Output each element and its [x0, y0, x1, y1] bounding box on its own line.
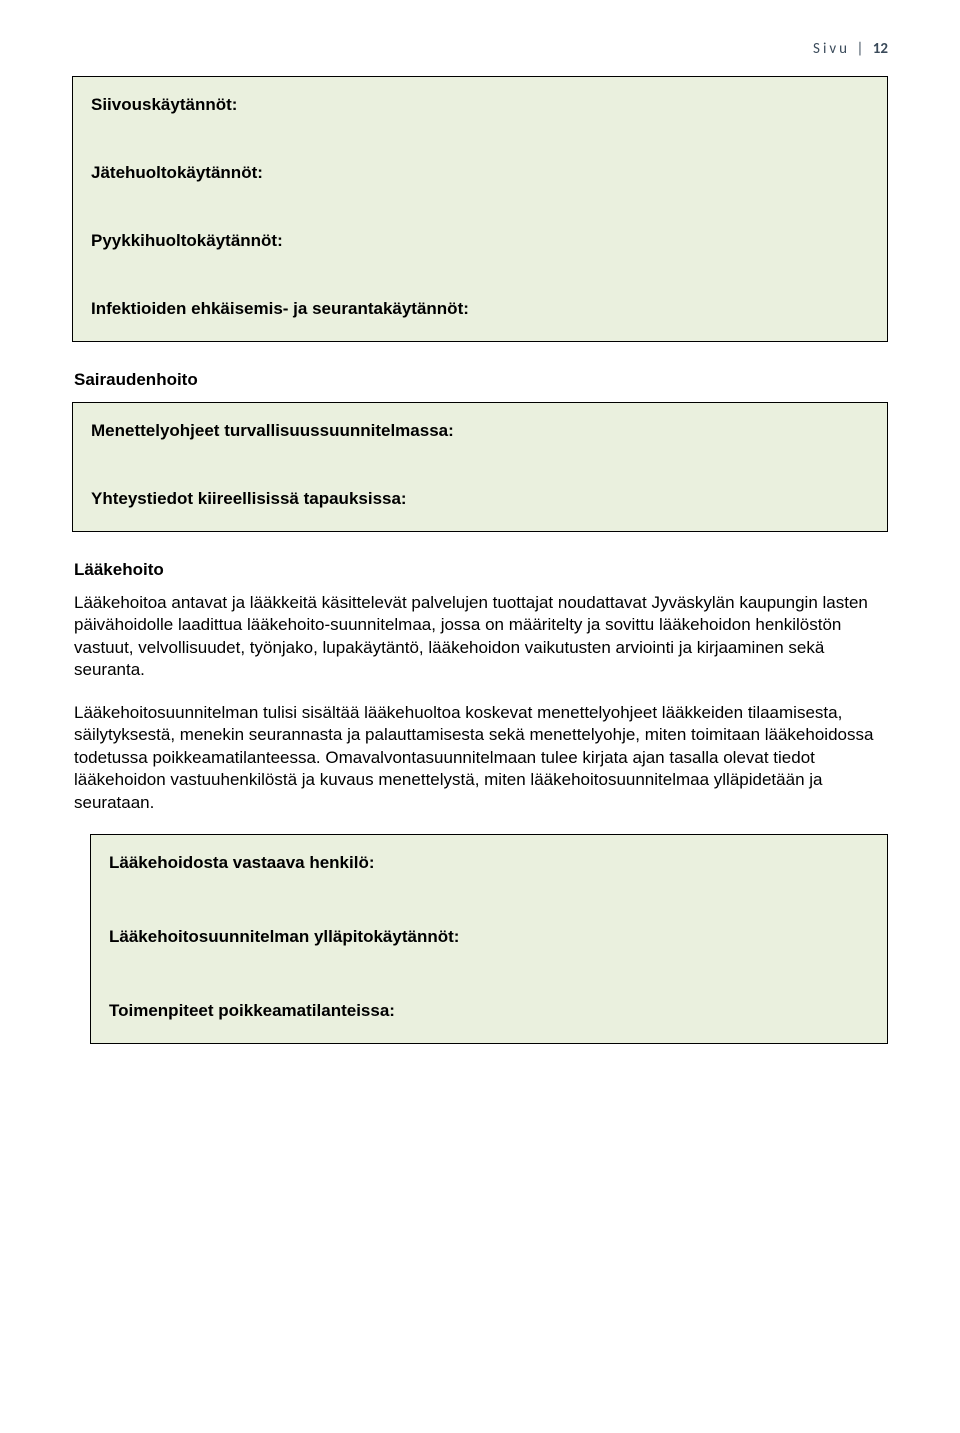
field-yhteystiedot: Yhteystiedot kiireellisissä tapauksissa:: [91, 489, 869, 509]
paragraph-laakehoito-2: Lääkehoitosuunnitelman tulisi sisältää l…: [74, 702, 888, 814]
page-number: 12: [873, 40, 888, 58]
paragraph-laakehoito-1: Lääkehoitoa antavat ja lääkkeitä käsitte…: [74, 592, 888, 682]
field-yllapitokaytannot: Lääkehoitosuunnitelman ylläpitokäytännöt…: [109, 927, 869, 947]
page-header: Sivu | 12: [72, 40, 888, 58]
field-pyykkihuoltokaytannot: Pyykkihuoltokäytännöt:: [91, 231, 869, 251]
page-header-label: Sivu: [813, 40, 850, 58]
box-hygiene-practices: Siivouskäytännöt: Jätehuoltokäytännöt: P…: [72, 76, 888, 342]
field-jatehuoltokaytannot: Jätehuoltokäytännöt:: [91, 163, 869, 183]
field-menettelyohjeet: Menettelyohjeet turvallisuussuunnitelmas…: [91, 421, 869, 441]
section-sairaudenhoito: Sairaudenhoito: [74, 370, 888, 390]
box-safety-contacts: Menettelyohjeet turvallisuussuunnitelmas…: [72, 402, 888, 532]
section-laakehoito: Lääkehoito: [74, 560, 888, 580]
field-vastaava-henkilo: Lääkehoidosta vastaava henkilö:: [109, 853, 869, 873]
field-siivouskaytannot: Siivouskäytännöt:: [91, 95, 869, 115]
field-toimenpiteet-poikkeama: Toimenpiteet poikkeamatilanteissa:: [109, 1001, 869, 1021]
box-medication-plan: Lääkehoidosta vastaava henkilö: Lääkehoi…: [90, 834, 888, 1044]
page-header-separator: |: [856, 40, 866, 58]
field-infektioiden-ehkaisemis: Infektioiden ehkäisemis- ja seurantakäyt…: [91, 299, 869, 319]
